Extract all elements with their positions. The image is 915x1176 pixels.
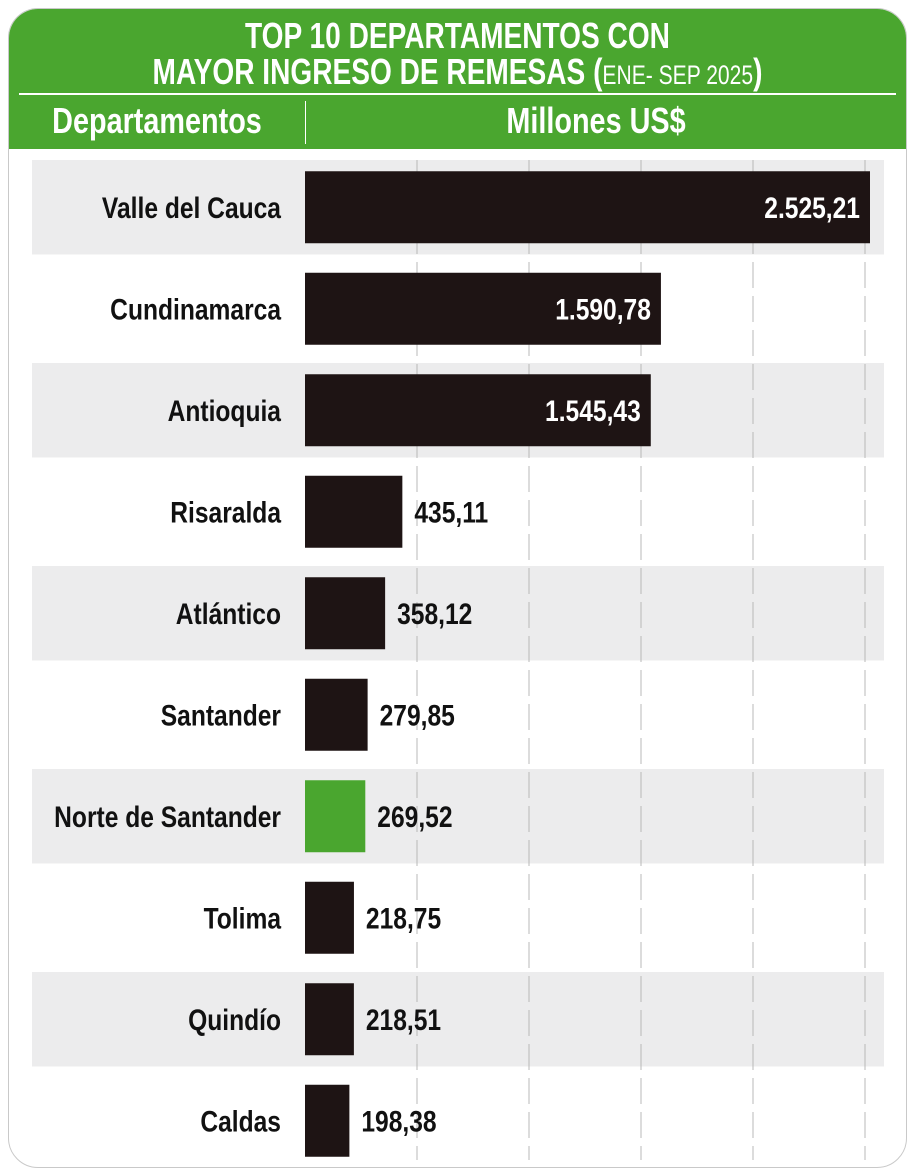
bar	[305, 678, 368, 751]
value-label: 358,12	[397, 597, 472, 631]
category-label: Risaralda	[170, 495, 281, 529]
value-label: 218,75	[366, 901, 441, 935]
column-divider	[305, 101, 306, 144]
category-label: Caldas	[200, 1104, 281, 1138]
chart-header: TOP 10 DEPARTAMENTOS CON MAYOR INGRESO D…	[9, 9, 906, 149]
value-label: 218,51	[366, 1003, 441, 1037]
category-label: Santander	[161, 698, 282, 732]
category-label: Cundinamarca	[110, 292, 281, 326]
category-label: Norte de Santander	[54, 800, 281, 834]
column-header-millions: Millones US$	[506, 100, 686, 141]
title-divider	[19, 93, 896, 95]
value-label: 435,11	[414, 495, 488, 529]
category-label: Tolima	[204, 901, 282, 935]
bar	[305, 983, 354, 1056]
bar	[305, 272, 661, 345]
value-label: 279,85	[380, 698, 455, 732]
chart-title-close: )	[753, 51, 763, 92]
chart-title-line-1: TOP 10 DEPARTAMENTOS CON	[245, 15, 670, 56]
bar	[305, 374, 651, 447]
value-label: 198,38	[361, 1104, 436, 1138]
category-label: Quindío	[188, 1003, 281, 1037]
value-label: 1.590,78	[555, 292, 651, 326]
bar	[305, 1084, 350, 1157]
category-label: Atlántico	[176, 597, 281, 631]
column-header-departments: Departamentos	[52, 100, 262, 141]
chart-title-period: ENE- SEP 2025	[602, 60, 754, 90]
bar	[305, 577, 386, 650]
value-label: 269,52	[377, 800, 452, 834]
bar	[305, 881, 354, 954]
chart-title-line-2: MAYOR INGRESO DE REMESAS (ENE- SEP 2025)	[108, 51, 808, 93]
chart-title-main: MAYOR INGRESO DE REMESAS (	[152, 51, 603, 92]
category-label: Valle del Cauca	[102, 191, 282, 225]
row-stripe	[32, 566, 884, 661]
bar	[305, 780, 366, 853]
value-label: 2.525,21	[764, 191, 860, 225]
category-label: Antioquia	[168, 394, 282, 428]
bar	[305, 171, 870, 244]
bar	[305, 475, 403, 548]
row-stripe	[32, 769, 884, 864]
row-stripe	[32, 972, 884, 1067]
value-label: 1.545,43	[545, 394, 641, 428]
